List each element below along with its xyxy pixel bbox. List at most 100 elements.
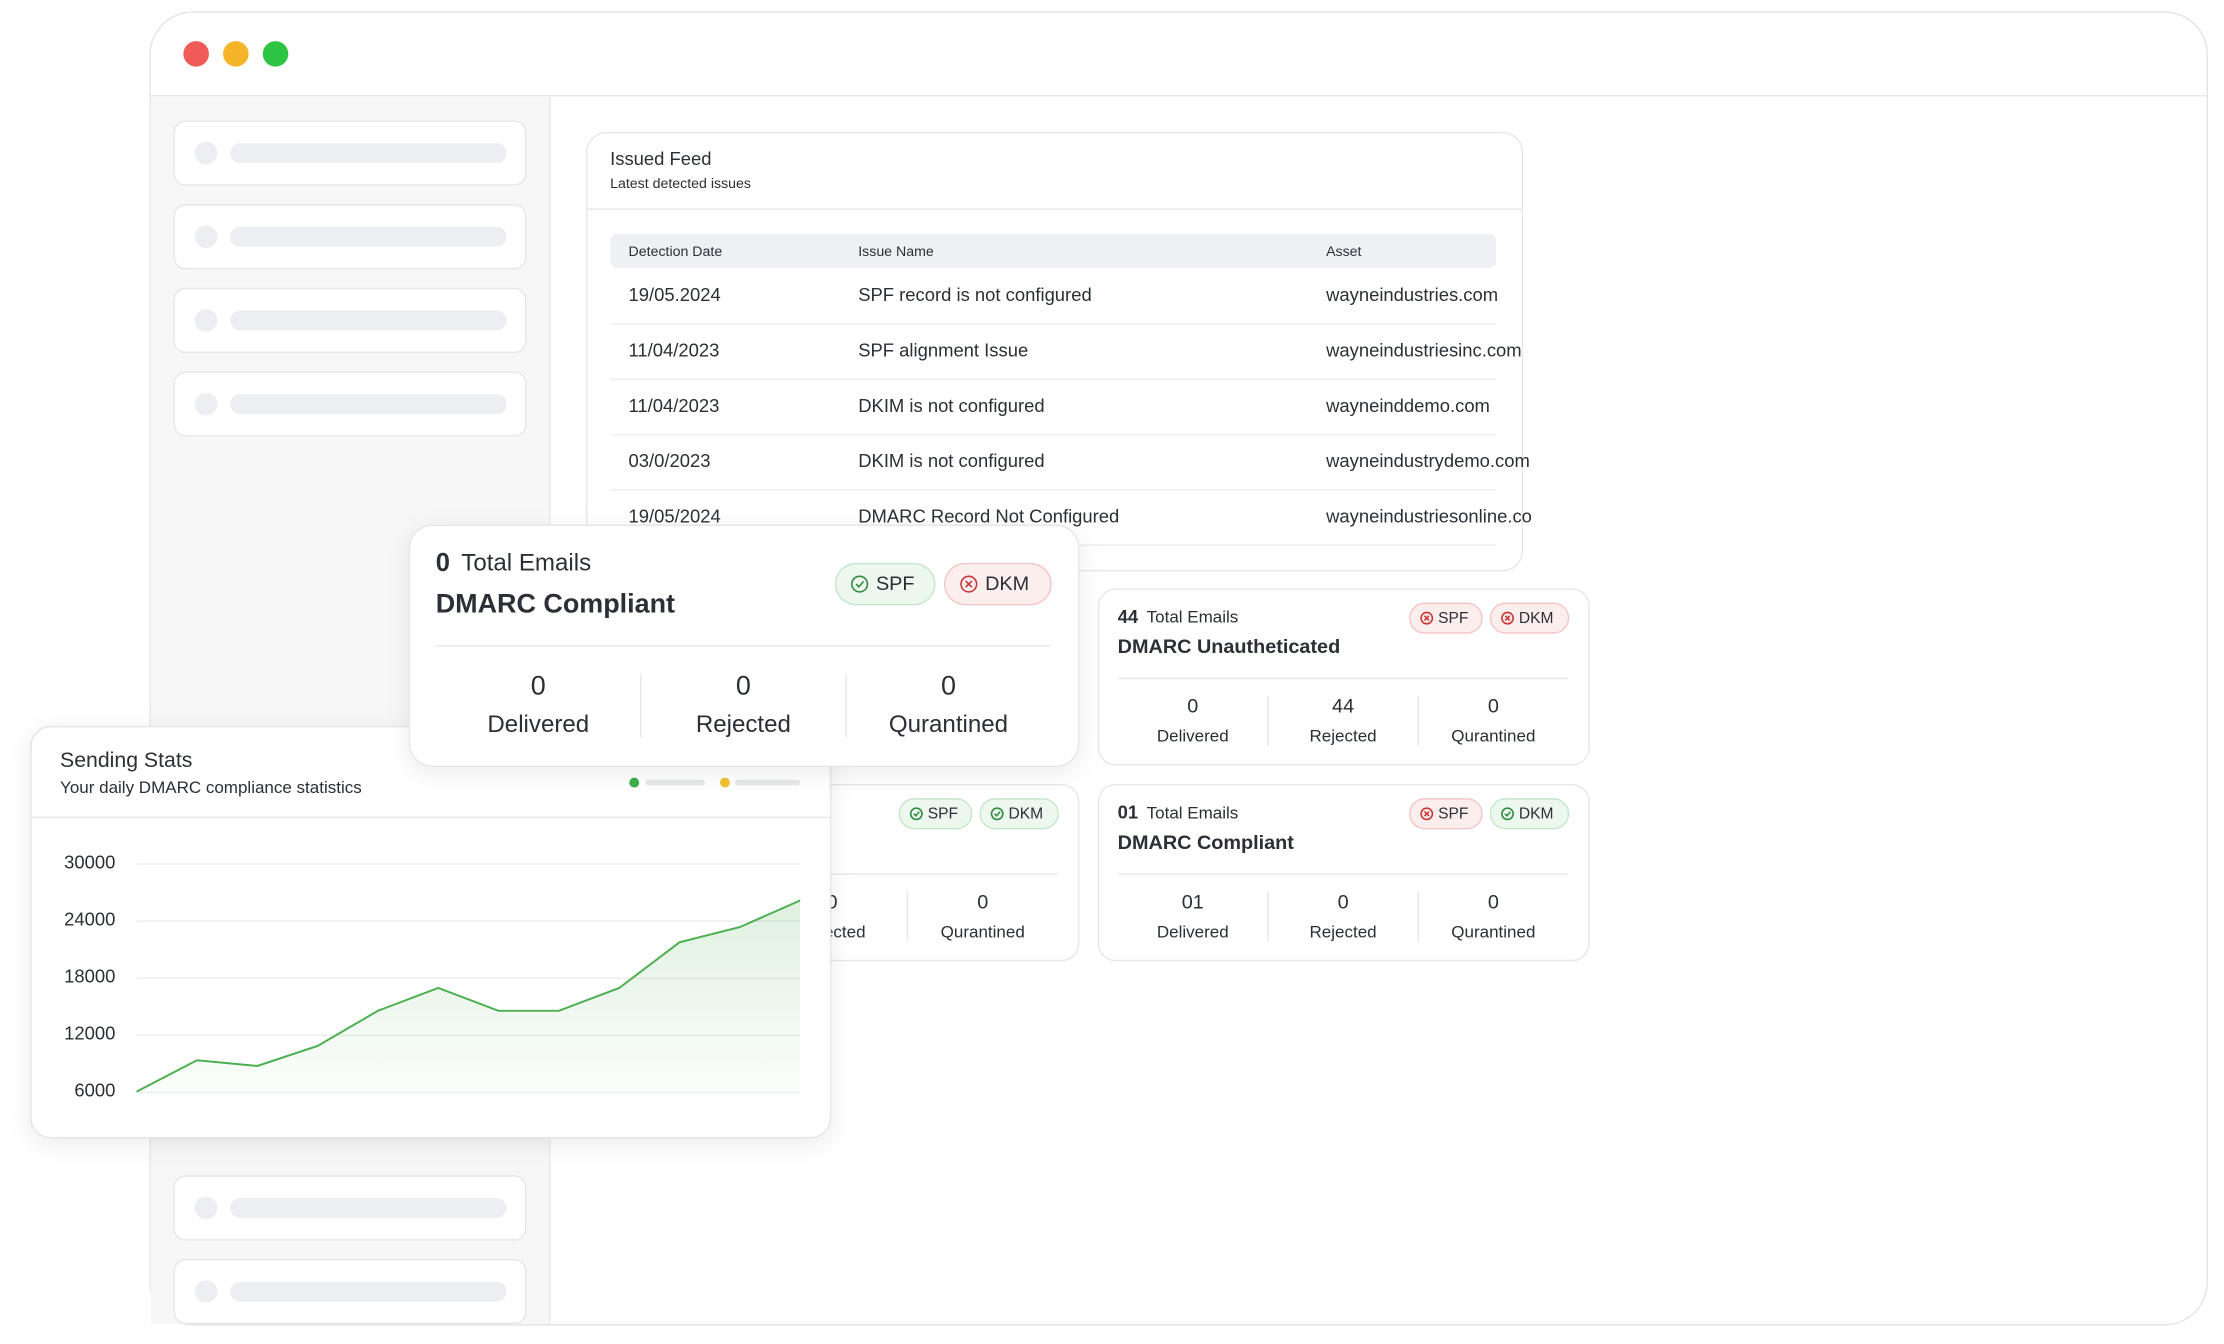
nav-icon-placeholder bbox=[194, 141, 218, 165]
nav-icon-placeholder bbox=[194, 225, 218, 249]
table-cell: 19/05/2024 bbox=[629, 505, 721, 526]
badge-icon bbox=[990, 807, 1004, 821]
badge-label: DKM bbox=[1009, 806, 1044, 823]
table-cell: 03/0/2023 bbox=[629, 450, 711, 471]
badge-label: SPF bbox=[1438, 610, 1468, 627]
badge-label: DKM bbox=[1519, 806, 1554, 823]
badge-icon bbox=[1501, 611, 1514, 625]
stat-value: 0 bbox=[531, 671, 546, 701]
cards-front: 0 Total Emails DMARC Compliant DKM SPF 0 Deliv… bbox=[408, 524, 1080, 767]
stat-label: Delivered bbox=[1157, 922, 1229, 941]
badge-icon bbox=[1420, 807, 1434, 821]
badge-label: SPF bbox=[1438, 806, 1468, 823]
stat-value: 0 bbox=[977, 891, 988, 913]
nav-label-placeholder bbox=[230, 143, 507, 164]
badge-icon bbox=[1420, 611, 1434, 625]
table-cell: wayneindustries.com bbox=[1325, 284, 1498, 305]
badge bbox=[1489, 798, 1570, 830]
email-count: 44 bbox=[1118, 606, 1139, 627]
nav-icon-placeholder bbox=[194, 1280, 218, 1303]
nav-icon-placeholder bbox=[194, 1196, 218, 1220]
email-count: 0 bbox=[436, 549, 450, 577]
badge-icon-mark bbox=[855, 580, 865, 588]
nav-label-placeholder bbox=[230, 1281, 507, 1302]
badge bbox=[898, 798, 973, 830]
legend-placeholder bbox=[645, 779, 706, 786]
line bbox=[136, 899, 801, 1093]
stat-value: 0 bbox=[826, 891, 837, 913]
badge-icon-mark bbox=[913, 811, 920, 817]
stat-value: 0 bbox=[1488, 891, 1499, 913]
badge-icon-mark bbox=[1423, 810, 1430, 817]
y-tick-label: 18000 bbox=[64, 965, 115, 986]
chart-subtitle: Your daily DMARC compliance statistics bbox=[60, 778, 362, 797]
badge-icon-mark bbox=[1504, 811, 1511, 817]
stat-value: 44 bbox=[1332, 696, 1354, 718]
table-cell: 11/04/2023 bbox=[629, 395, 720, 416]
badge-label: SPF bbox=[928, 806, 958, 823]
minimize-button[interactable] bbox=[223, 41, 249, 67]
sending-stats: Sending Stats Your daily DMARC compliance… bbox=[30, 725, 832, 1139]
badge-icon-mark bbox=[965, 580, 973, 588]
feed-title: Issued Feed bbox=[610, 148, 711, 169]
sidebar-items bbox=[173, 120, 527, 1325]
table-cell: wayneindustrydemo.com bbox=[1325, 450, 1530, 471]
close-button[interactable] bbox=[183, 41, 209, 67]
nav-label-placeholder bbox=[230, 226, 507, 247]
nav-label-placeholder bbox=[230, 310, 507, 331]
maximize-button[interactable] bbox=[262, 41, 289, 67]
legend-dot bbox=[720, 777, 730, 788]
card-title: DMARC Compliant bbox=[436, 588, 675, 618]
stat-label: Delivered bbox=[487, 711, 589, 738]
badge-icon-mark bbox=[1423, 615, 1430, 621]
stat-label: Qurantined bbox=[1451, 922, 1535, 941]
nav-icon-placeholder bbox=[194, 309, 218, 332]
badge-icon bbox=[851, 575, 869, 593]
column-header: Issue Name bbox=[858, 244, 934, 260]
badge-label: SPF bbox=[876, 573, 915, 595]
email-count-label: Total Emails bbox=[1147, 608, 1239, 627]
badge-icon bbox=[909, 807, 923, 821]
stat-label: Rejected bbox=[1310, 727, 1377, 746]
badge-label: DKM bbox=[1519, 610, 1554, 627]
table-cell: wayneinddemo.com bbox=[1325, 395, 1490, 416]
badge bbox=[1409, 798, 1483, 830]
feed-subtitle: Latest detected issues bbox=[610, 176, 751, 192]
table-cell: DMARC Record Not Configured bbox=[858, 505, 1119, 526]
nav-label-placeholder bbox=[230, 1197, 507, 1218]
chart-title: Sending Stats bbox=[60, 748, 192, 772]
badge bbox=[834, 562, 936, 606]
email-count-label: Total Emails bbox=[461, 550, 591, 577]
card-title: DMARC Compliant bbox=[1118, 832, 1295, 854]
stat-label: Qurantined bbox=[941, 922, 1025, 941]
issued-feed: Issued Feed Latest detected issues Detecti… bbox=[586, 131, 1532, 572]
badge-icon bbox=[960, 575, 978, 593]
badge-icon-mark bbox=[1504, 615, 1511, 621]
table-header bbox=[610, 233, 1497, 268]
card-title: DMARC Unautheticated bbox=[1118, 636, 1341, 658]
badge bbox=[1489, 602, 1570, 634]
stat-value: 01 bbox=[1182, 891, 1204, 913]
badge-icon-mark bbox=[994, 811, 1001, 817]
badge bbox=[1409, 602, 1483, 634]
stat-label: Qurantined bbox=[1451, 727, 1535, 746]
stat-label: Rejected bbox=[696, 711, 791, 738]
legend-placeholder bbox=[734, 779, 801, 786]
y-tick-label: 24000 bbox=[64, 908, 115, 929]
badge-label: DKM bbox=[985, 573, 1029, 595]
table-cell: DKIM is not configured bbox=[858, 395, 1044, 416]
badge bbox=[944, 562, 1052, 606]
legend-dot bbox=[629, 777, 640, 788]
table-cell: SPF alignment Issue bbox=[858, 339, 1028, 360]
table-cell: wayneindustriesinc.com bbox=[1325, 339, 1522, 360]
column-header: Asset bbox=[1326, 244, 1361, 260]
stat-value: 0 bbox=[1338, 891, 1349, 913]
line-area bbox=[136, 900, 801, 1092]
stat-value: 0 bbox=[1187, 696, 1198, 718]
nav-label-placeholder bbox=[230, 394, 507, 414]
badge bbox=[979, 798, 1059, 830]
table-cell: wayneindustriesonline.co bbox=[1325, 505, 1532, 526]
y-tick-label: 6000 bbox=[74, 1080, 115, 1101]
